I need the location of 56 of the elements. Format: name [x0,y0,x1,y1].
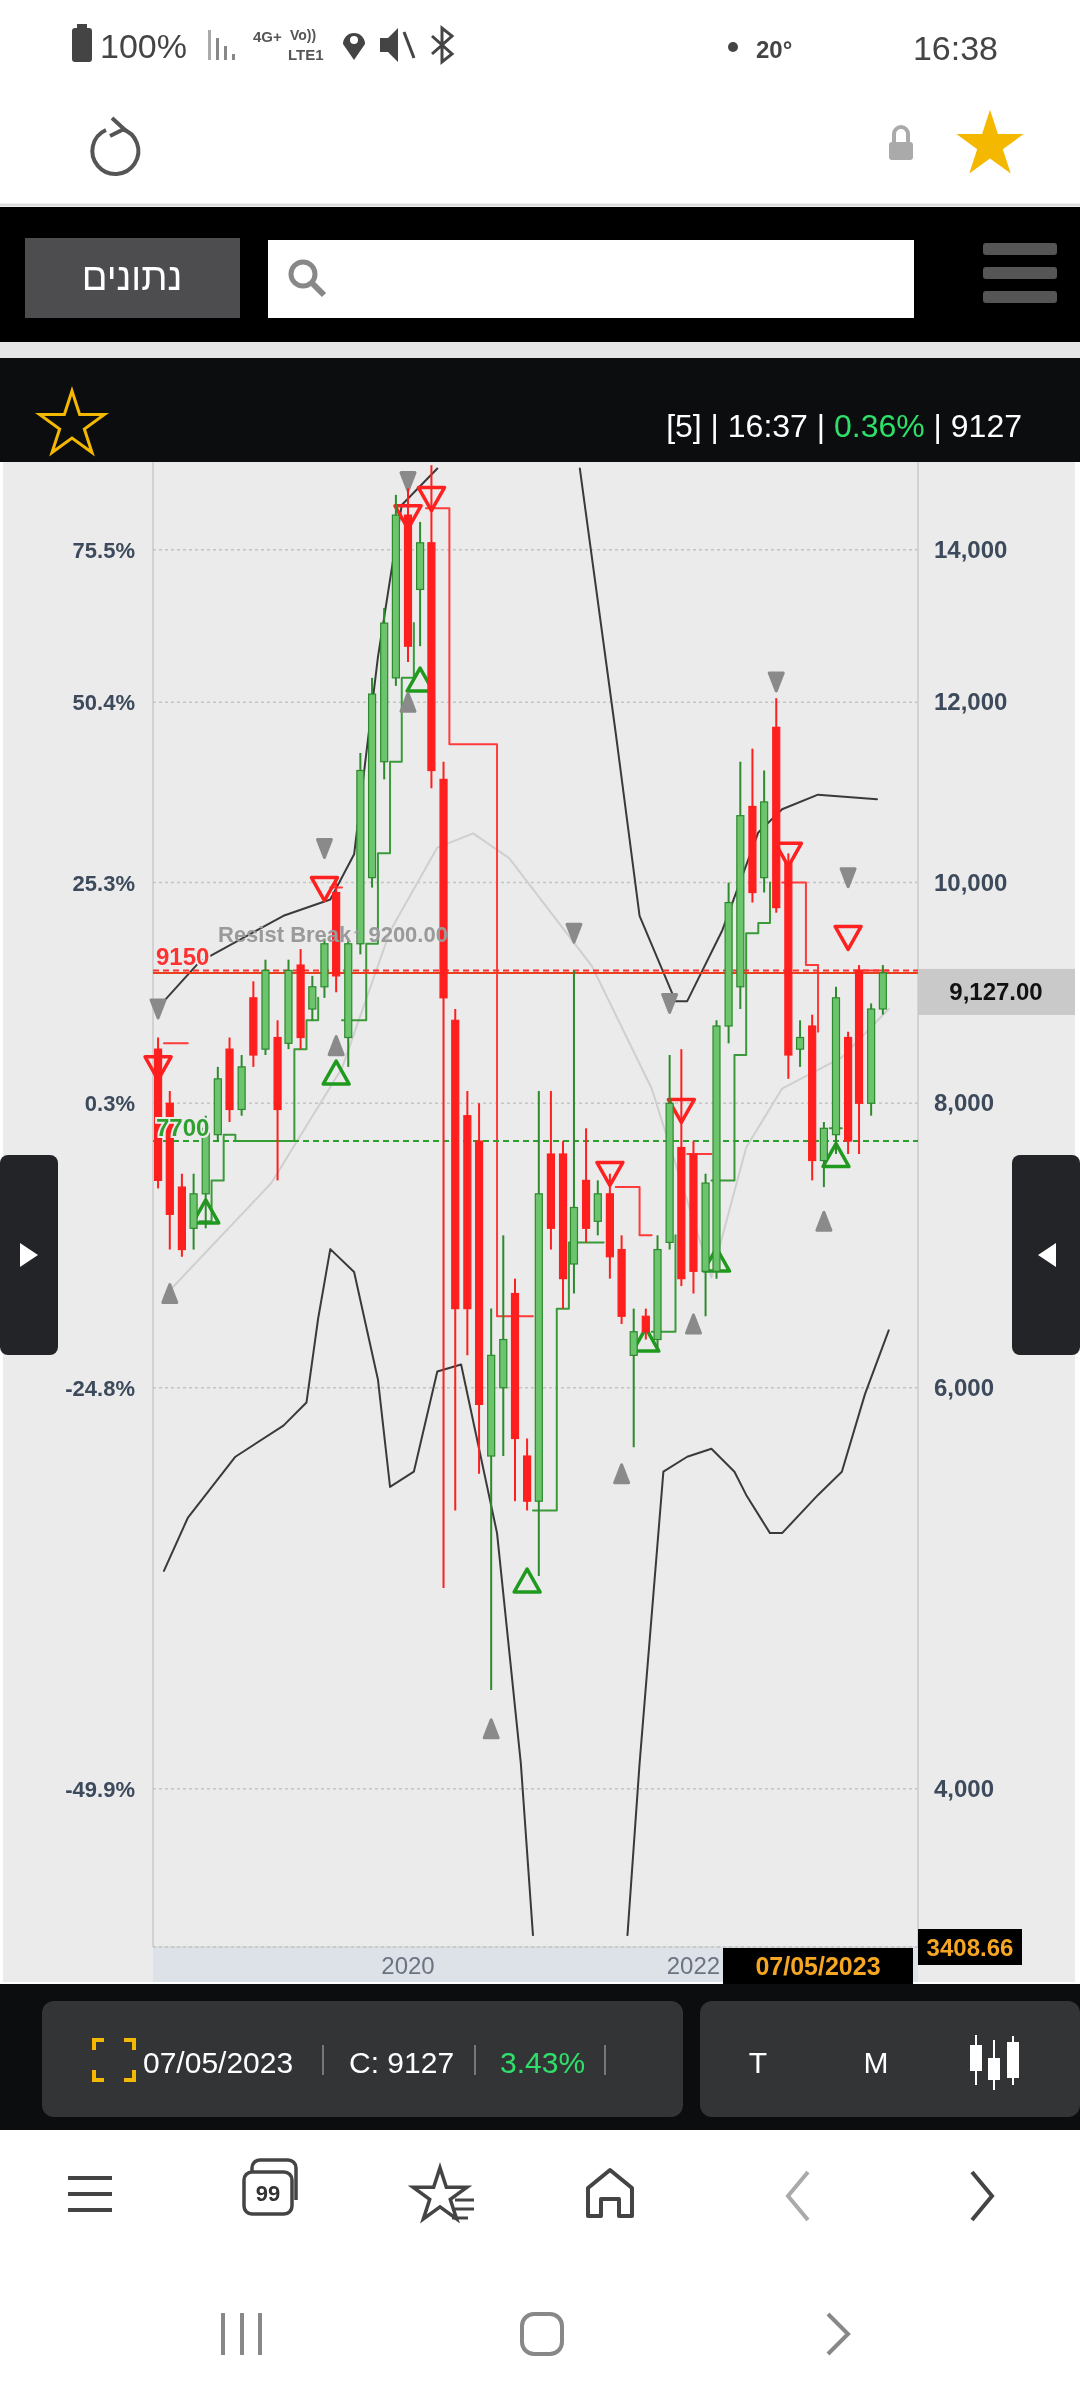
text: נתונים [81,256,183,298]
x-tick-label: 2020 [381,1952,435,1979]
text: -49.9% [65,1776,135,1802]
point [399,691,417,713]
point [327,1035,345,1057]
text: 0.3% [84,1091,135,1117]
candlestick [795,1019,805,1068]
text: 16:38 [912,29,998,67]
text: T [748,2046,768,2079]
point [595,1160,625,1188]
point [613,1463,631,1485]
text: M [863,2046,889,2079]
point [839,867,857,889]
text: 100% [100,27,187,65]
y-tick-label: 8,000 [934,1089,995,1117]
y-tick-label: 6,000 [934,1373,995,1401]
text: 75.5% [72,537,135,563]
point [399,471,417,493]
point [309,875,340,903]
text: 20° [756,36,793,63]
point [315,838,333,860]
point [767,671,785,693]
ref-line-label: 9150 [156,943,210,971]
text: 50.4% [72,690,135,716]
text: Vo)) [290,27,317,43]
point [565,922,583,944]
text: -24.8% [65,1375,135,1401]
point [482,1718,500,1740]
text: C: 9127 [349,2046,455,2079]
text: 07/05/2023 [755,1952,881,1980]
point [161,1283,179,1305]
y-tick-label: 4,000 [934,1774,995,1802]
y-tick-label: 12,000 [934,688,1008,716]
text: LTE1 [288,46,324,63]
text: 99 [255,2181,281,2206]
chart-title: [5] | 16:37 | 0.36% | 9127 [666,408,1022,444]
point [512,1567,542,1594]
point [149,998,167,1020]
text: 4G+ [253,28,283,45]
y-tick-label: 14,000 [934,535,1008,563]
y-tick-label: 10,000 [934,868,1008,896]
candlestick [308,974,317,1022]
point [321,1059,351,1086]
text: 07/05/2023 [143,2046,294,2079]
point [661,992,679,1014]
point [684,1313,702,1335]
point [833,924,863,952]
text: 3.43% [500,2046,586,2079]
ref-line-label: 9,127.00 [949,977,1043,1005]
candlestick [641,1307,650,1341]
candlestick [629,1307,638,1449]
x-tick-label: 2022 [666,1952,721,1979]
point [815,1210,833,1232]
point [416,485,447,513]
y-tick-label: 3408.66 [926,1934,1014,1961]
text: 25.3% [72,870,135,896]
